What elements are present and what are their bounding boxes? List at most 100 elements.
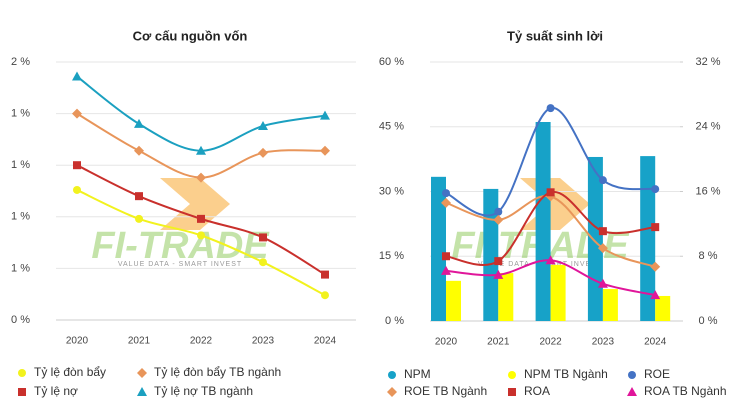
legend-marker [508,388,516,396]
point [494,257,503,266]
point [134,145,144,156]
y2-tick-label: 0 % [699,315,718,327]
point [493,269,504,279]
y-tick-label: 45 % [379,121,404,133]
point [494,207,503,216]
legend-label: Tỷ lệ nợ TB ngành [154,384,253,398]
y-tick-label: 0 % [385,315,404,327]
bar [587,156,603,321]
legend-marker [388,371,396,379]
legend-marker [18,369,26,377]
point [598,227,607,236]
point [258,120,268,130]
y-tick-label: 60 % [379,56,404,68]
point [650,261,661,272]
point [441,265,451,275]
y2-tick-label: 16 % [695,185,720,197]
watermark-logo: FI-TRADE [91,225,270,267]
point [546,188,555,197]
legend-label: Tỷ lệ đòn bẩy [34,365,106,379]
x-tick-label: 2020 [435,337,458,348]
point [442,252,450,261]
y-tick-label: 1 % [11,211,30,223]
point [259,258,267,267]
point [441,197,451,208]
y-tick-label: 0 % [11,314,30,326]
y2-tick-label: 24 % [695,121,720,133]
chart-title: Cơ cấu nguồn vốn [133,28,248,43]
point [597,243,608,254]
legend-marker [627,387,637,396]
x-tick-label: 2023 [592,337,615,348]
x-tick-label: 2024 [314,336,337,347]
point [320,110,330,120]
legend-marker [628,371,636,379]
point [196,145,206,155]
bar [655,295,671,321]
legend-label: NPM TB Ngành [524,367,608,381]
y-tick-label: 2 % [11,56,30,68]
legend-marker [137,387,147,396]
legend-marker [137,368,147,378]
legend-label: Tỷ lệ nợ [34,384,78,398]
bar [602,289,618,321]
x-tick-label: 2023 [252,336,275,347]
point [546,104,555,113]
point [73,185,81,194]
point [134,118,144,128]
bar [446,280,461,321]
point [258,147,268,158]
chart-title: Tỷ suất sinh lời [507,28,603,43]
point [72,108,82,119]
point [197,231,205,240]
point [72,71,82,81]
bar [640,156,656,321]
x-tick-label: 2021 [487,337,510,348]
point [135,214,143,223]
point [651,185,660,194]
legend-marker [508,371,516,379]
x-tick-label: 2024 [644,337,667,348]
point [73,161,81,170]
legend-label: ROA TB Ngành [644,384,727,398]
x-tick-label: 2021 [128,336,151,347]
legend-marker [387,387,397,397]
legend-label: ROE TB Ngành [404,384,487,398]
bar [431,176,446,321]
x-tick-label: 2022 [190,336,213,347]
x-tick-label: 2022 [539,337,562,348]
point [598,176,607,185]
point [597,278,608,288]
point [321,291,329,300]
y-tick-label: 1 % [11,108,30,120]
point [650,290,661,300]
y-tick-label: 1 % [11,262,30,274]
bar [535,122,551,321]
point [196,172,206,183]
y2-tick-label: 8 % [699,250,718,262]
y2-tick-label: 32 % [695,56,720,68]
y-tick-label: 30 % [379,185,404,197]
y-tick-label: 15 % [379,250,404,262]
bar [498,273,514,321]
bar [483,188,499,321]
point [545,255,556,265]
point [651,223,660,232]
point [442,189,450,198]
legend-label: Tỷ lệ đòn bẩy TB ngành [154,365,281,379]
point [135,192,143,201]
bar [550,264,566,321]
watermark-tagline: VALUE DATA - SMART INVEST [118,261,242,268]
legend-label: ROA [524,384,550,398]
point [320,145,330,156]
legend-label: NPM [404,367,431,381]
point [259,233,267,242]
point [493,214,504,225]
point [321,270,329,279]
legend-label: ROE [644,367,670,381]
legend-marker [18,388,26,396]
point [197,214,205,223]
y-tick-label: 1 % [11,159,30,171]
